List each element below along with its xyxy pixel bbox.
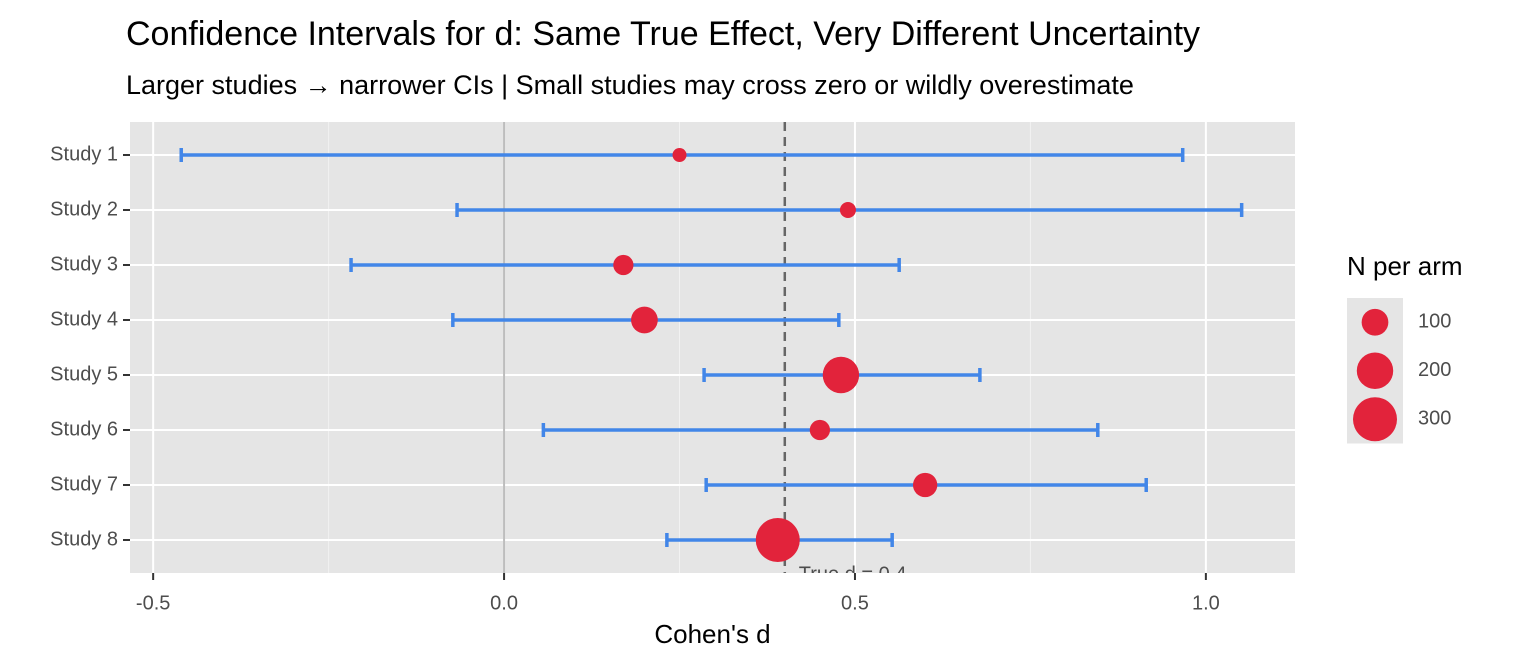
x-axis-title: Cohen's d: [654, 619, 770, 649]
chart-title: Confidence Intervals for d: Same True Ef…: [126, 15, 1200, 53]
x-tick-label: -0.5: [136, 592, 170, 614]
legend-title: N per arm: [1347, 251, 1463, 281]
legend-symbol: [1356, 352, 1394, 389]
y-tick-label: Study 8: [50, 528, 118, 550]
panel-background: [130, 122, 1295, 573]
point: [822, 356, 860, 394]
y-tick-label: Study 1: [50, 143, 118, 165]
chart-subtitle: Larger studies → narrower CIs | Small st…: [126, 70, 1134, 100]
point: [912, 472, 938, 498]
legend-label: 200: [1418, 359, 1451, 381]
point: [672, 148, 687, 162]
point: [839, 201, 856, 219]
y-tick-label: Study 5: [50, 363, 118, 385]
legend-symbol: [1361, 308, 1389, 336]
y-tick-label: Study 2: [50, 198, 118, 220]
point: [631, 306, 658, 334]
x-tick-label: 1.0: [1192, 592, 1220, 614]
y-tick-label: Study 3: [50, 253, 118, 275]
y-tick-label: Study 4: [50, 308, 118, 330]
reference-label: True d = 0.4: [799, 563, 907, 585]
point: [809, 419, 830, 441]
point: [613, 254, 634, 276]
y-tick-label: Study 7: [50, 473, 118, 495]
point: [755, 518, 800, 562]
x-tick-label: 0.0: [490, 592, 518, 614]
legend-label: 100: [1418, 311, 1451, 333]
legend-label: 300: [1418, 408, 1451, 430]
legend-symbol: [1353, 397, 1397, 442]
x-tick-label: 0.5: [841, 592, 869, 614]
y-tick-label: Study 6: [50, 418, 118, 440]
